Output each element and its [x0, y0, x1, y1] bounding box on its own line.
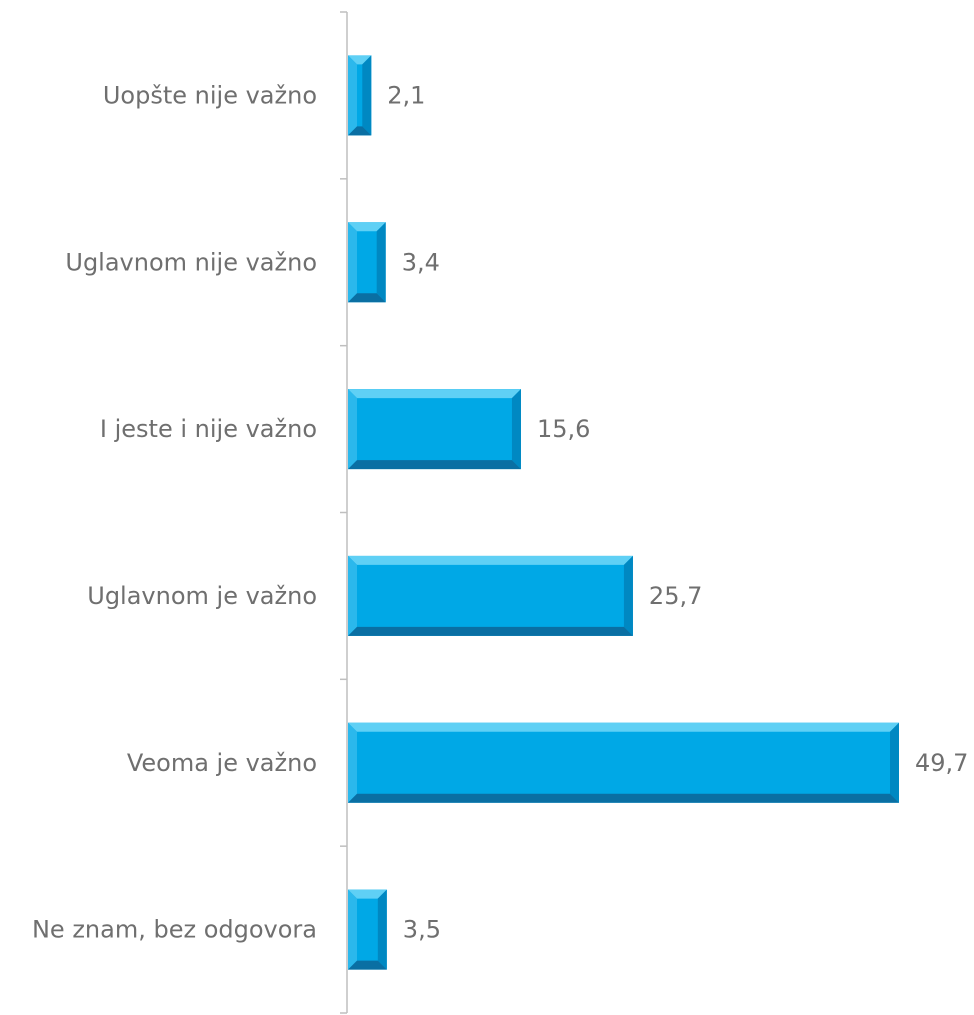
bar-bevel-left	[348, 555, 357, 636]
bar	[348, 222, 386, 303]
bar-bevel-left	[348, 389, 357, 470]
bar-bevel-top	[348, 55, 372, 65]
bar-bevel-bottom	[348, 793, 899, 803]
bar	[348, 389, 521, 470]
value-label: 2,1	[387, 81, 425, 109]
bars-layer	[348, 55, 899, 970]
bar-face	[348, 555, 633, 636]
category-label: I jeste i nije važno	[100, 415, 317, 443]
bar	[348, 722, 899, 803]
bar-bevel-left	[348, 722, 357, 803]
bar-face	[348, 389, 521, 470]
category-label: Ne znam, bez odgovora	[32, 916, 317, 944]
bar-bevel-left	[348, 55, 357, 136]
bar-bevel-bottom	[348, 626, 633, 636]
bar-bevel-right	[362, 55, 372, 136]
bar-bevel-right	[890, 722, 899, 803]
bar-bevel-top	[348, 722, 899, 732]
bar-bevel-left	[348, 222, 357, 303]
category-label: Uglavnom je važno	[87, 582, 317, 610]
bar-bevel-top	[348, 889, 387, 899]
bar-bevel-top	[348, 555, 633, 565]
category-label: Uopšte nije važno	[103, 81, 317, 109]
bar	[348, 55, 372, 136]
value-label: 15,6	[537, 415, 590, 443]
bar-bevel-right	[376, 222, 386, 303]
value-label: 3,5	[403, 916, 441, 944]
bar-bevel-left	[348, 889, 357, 970]
axis-layer	[340, 11, 348, 1014]
bar-bevel-bottom	[348, 460, 521, 470]
value-label: 49,7	[915, 749, 968, 777]
bar	[348, 889, 387, 970]
bar-bevel-top	[348, 222, 386, 232]
labels-layer: Uopšte nije važno 2,1 Uglavnom nije važno 3…	[32, 81, 968, 943]
bar-bevel-bottom	[348, 126, 372, 136]
category-label: Uglavnom nije važno	[65, 248, 317, 276]
bar-bevel-top	[348, 389, 521, 399]
bar	[348, 555, 633, 636]
value-label: 25,7	[649, 582, 702, 610]
bar-bevel-right	[511, 389, 521, 470]
bar-bevel-bottom	[348, 960, 387, 970]
bar-bevel-right	[377, 889, 387, 970]
bar-bevel-right	[623, 555, 633, 636]
bar-bevel-bottom	[348, 293, 386, 303]
bar-face	[348, 722, 899, 803]
category-label: Veoma je važno	[127, 749, 317, 777]
value-label: 3,4	[402, 248, 440, 276]
